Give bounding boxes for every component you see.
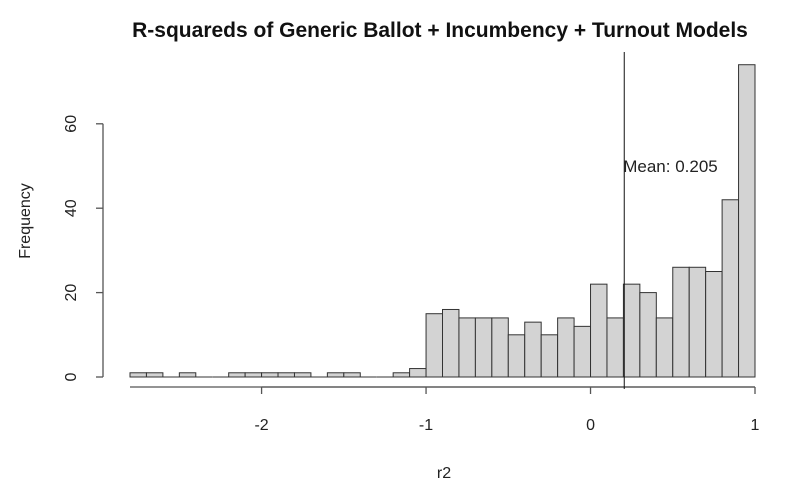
histogram-bar xyxy=(507,334,526,378)
histogram-bar xyxy=(326,372,345,378)
histogram-bar xyxy=(491,317,509,378)
histogram-bar xyxy=(540,334,559,378)
histogram-bar xyxy=(590,283,608,378)
y-tick-label: 20 xyxy=(63,284,80,302)
histogram-bar xyxy=(738,64,756,378)
histogram-bar xyxy=(442,308,460,378)
histogram-bar xyxy=(178,372,197,378)
y-tick-label: 60 xyxy=(63,115,80,133)
x-tick-label: 1 xyxy=(751,417,760,434)
mean-label: Mean: 0.205 xyxy=(623,157,718,176)
histogram-bar xyxy=(425,313,444,378)
histogram-bars xyxy=(129,64,756,378)
histogram-bar xyxy=(655,317,674,378)
histogram-bar xyxy=(458,317,476,378)
histogram-bar xyxy=(145,372,164,378)
x-axis: -2 -1 0 1 xyxy=(130,386,760,434)
y-axis-label: Frequency xyxy=(17,183,34,259)
histogram-bar xyxy=(277,372,295,378)
x-tick-label: -2 xyxy=(254,417,268,434)
y-tick-label: 40 xyxy=(63,199,80,217)
histogram-bar xyxy=(688,266,707,378)
histogram-bar xyxy=(606,317,624,378)
y-tick-label: 0 xyxy=(63,372,80,381)
histogram-bar xyxy=(392,372,411,378)
histogram-bar xyxy=(244,372,263,378)
x-tick-label: -1 xyxy=(419,417,433,434)
histogram-bar xyxy=(524,321,542,378)
histogram-bar xyxy=(409,368,427,378)
histogram-bar xyxy=(672,266,690,378)
histogram-bar xyxy=(343,372,361,378)
histogram-bar xyxy=(129,372,147,378)
histogram-bar xyxy=(293,372,312,378)
x-tick-label: 0 xyxy=(586,417,595,434)
histogram-bar xyxy=(557,317,575,378)
histogram-bar xyxy=(622,283,641,378)
histogram-bar xyxy=(721,199,740,378)
x-axis-label: r2 xyxy=(437,465,451,482)
histogram-bar xyxy=(639,292,657,378)
y-axis: 0 20 40 60 xyxy=(63,115,104,381)
chart-title: R-squareds of Generic Ballot + Incumbenc… xyxy=(132,19,748,42)
histogram-bar xyxy=(228,372,246,378)
histogram-bar xyxy=(573,325,592,378)
histogram-bar xyxy=(261,372,279,378)
histogram-bar xyxy=(474,317,493,378)
histogram-bar xyxy=(705,271,723,378)
